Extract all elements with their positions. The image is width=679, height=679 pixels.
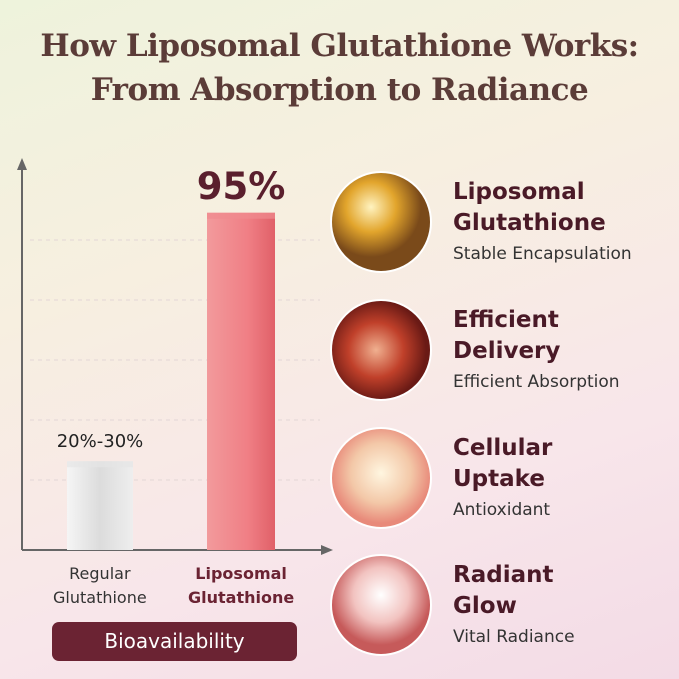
step-title: Efficient Delivery: [453, 307, 561, 364]
icon-delivery: [330, 299, 432, 401]
icon-skin: [330, 554, 432, 656]
icon-cells: [330, 427, 432, 529]
value-label: 95%: [196, 164, 286, 208]
title-line: How Liposomal Glutathione Works:: [40, 28, 639, 64]
title-line: From Absorption to Radiance: [90, 72, 589, 108]
bar-top: [67, 461, 133, 468]
step-subtitle: Vital Radiance: [453, 627, 575, 647]
bar: [207, 212, 275, 550]
x-tick-label: Liposomal Glutathione: [188, 564, 295, 607]
bar-top: [207, 212, 275, 219]
step-title: Radiant Glow: [453, 562, 554, 619]
x-tick-label: Regular Glutathione: [53, 564, 147, 607]
step-subtitle: Efficient Absorption: [453, 372, 620, 392]
x-axis-label: Bioavailability: [52, 622, 297, 661]
step-title: Cellular Uptake: [453, 435, 553, 492]
x-axis-arrow: [321, 545, 333, 555]
step-subtitle: Stable Encapsulation: [453, 244, 632, 264]
icon-liposome: [330, 171, 432, 273]
bar: [67, 461, 133, 550]
step-subtitle: Antioxidant: [453, 500, 551, 520]
value-label: 20%-30%: [56, 431, 144, 453]
y-axis-arrow: [17, 158, 27, 170]
step-title: Liposomal Glutathione: [453, 179, 606, 236]
